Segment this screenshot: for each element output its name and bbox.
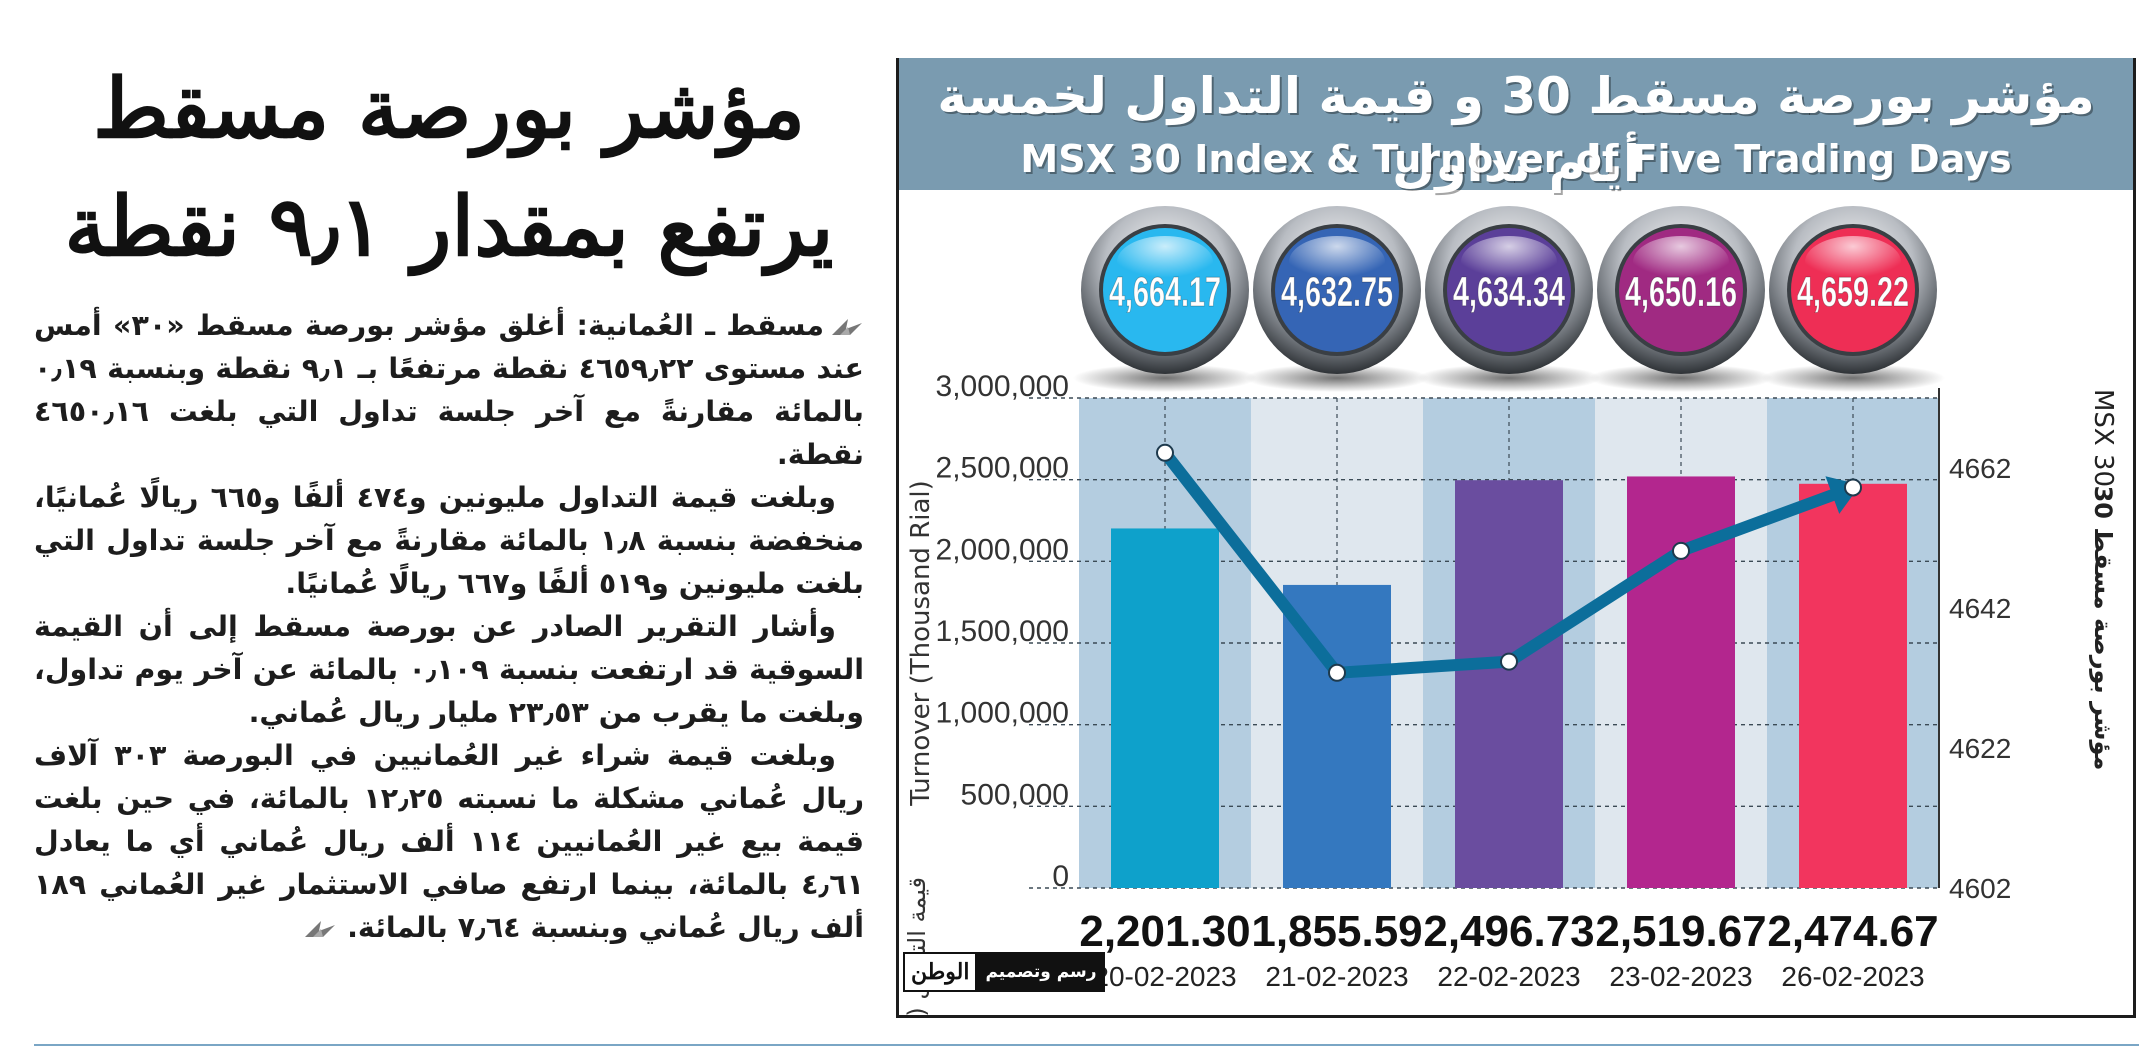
index-value-label: 4,659.22	[1797, 268, 1909, 315]
date-label: 26-02-2023	[1781, 961, 1924, 992]
right-axis-title-english: MSX 30	[2088, 389, 2118, 487]
circle-shadow	[1073, 364, 1257, 392]
index-point	[1500, 652, 1518, 671]
circle-shadow	[1589, 364, 1773, 392]
index-point	[1328, 663, 1346, 682]
article: مؤشر بورصة مسقط يرتفع بمقدار ٩٫١ نقطة مس…	[34, 50, 864, 1030]
turnover-value-label: 1,855.59	[1251, 907, 1422, 956]
left-tick-label: 0	[1052, 860, 1069, 893]
turnover-bar	[1111, 528, 1219, 888]
index-circle-shine	[1805, 236, 1901, 288]
circle-shadow	[1245, 364, 1429, 392]
left-tick-label: 2,000,000	[936, 533, 1069, 566]
left-tick-label: 500,000	[961, 778, 1069, 811]
index-value-label: 4,650.16	[1625, 268, 1737, 315]
chart-title-arabic: مؤشر بورصة مسقط 30 و قيمة التداول لخمسة …	[937, 67, 2095, 193]
index-point	[1844, 478, 1862, 497]
infographic: مؤشر بورصة مسقط 30 و قيمة التداول لخمسة …	[896, 58, 2136, 1018]
left-tick-label: 3,000,000	[936, 370, 1069, 403]
turnover-value-label: 2,474.67	[1767, 907, 1938, 956]
date-label: 21-02-2023	[1265, 961, 1408, 992]
article-paragraph: وبلغت قيمة شراء غير العُمانيين في البورص…	[34, 739, 865, 944]
left-tick-label: 1,500,000	[936, 615, 1069, 648]
date-label: 22-02-2023	[1437, 961, 1580, 992]
index-point	[1672, 541, 1690, 560]
date-label: 20-02-2023	[1093, 961, 1236, 992]
article-paragraph: وبلغت قيمة التداول مليونين و٤٧٤ ألفًا و٦…	[34, 481, 864, 600]
turnover-bar	[1455, 480, 1563, 888]
headline-line-2: يرتفع بمقدار ٩٫١ نقطة	[64, 179, 834, 275]
left-axis-title-english: Turnover (Thousand Rial)	[906, 480, 936, 807]
infographic-header: مؤشر بورصة مسقط 30 و قيمة التداول لخمسة …	[899, 58, 2133, 193]
turnover-value-label: 2,201.30	[1079, 907, 1250, 956]
date-label: 23-02-2023	[1609, 961, 1752, 992]
turnover-value-label: 2,496.73	[1423, 907, 1594, 956]
index-circles: 4,664.17 4,632.75 4,634.34 4,650.16 4,659.22	[1073, 206, 1945, 392]
right-tick-label: 4642	[1949, 593, 2011, 624]
circle-shadow	[1761, 364, 1945, 392]
right-axis: 4602 4622 4642 4662	[1949, 453, 2011, 904]
left-axis: 0 500,000 1,000,000 1,500,000 2,000,000 2,500…	[936, 370, 1069, 893]
index-point	[1156, 443, 1174, 462]
article-headline: مؤشر بورصة مسقط يرتفع بمقدار ٩٫١ نقطة	[34, 50, 864, 286]
right-axis-title-arabic: مؤشر بورصة مسقط 30	[2089, 486, 2117, 771]
axis-titles: Turnover (Thousand Rial) قيمة التداول (ري…	[903, 389, 2118, 1018]
bird-icon	[305, 921, 336, 937]
index-value-label: 4,634.34	[1453, 268, 1565, 315]
index-circle-shine	[1461, 236, 1557, 288]
left-axis-title-arabic: قيمة التداول (ريال)	[903, 877, 931, 1018]
bird-icon	[831, 319, 862, 335]
bar-labels: 2,201.30 20-02-2023 1,855.59 21-02-2023 2,49…	[1079, 907, 1938, 992]
chart-canvas: 4,664.17 4,632.75 4,634.34 4,650.16 4,659.22…	[903, 206, 2118, 1018]
left-tick-label: 2,500,000	[936, 452, 1069, 485]
right-tick-label: 4602	[1949, 873, 2011, 904]
headline-line-1: مؤشر بورصة مسقط	[92, 61, 806, 157]
right-tick-label: 4662	[1949, 453, 2011, 484]
article-paragraph: مسقط ـ العُمانية: أغلق مؤشر بورصة مسقط «…	[34, 309, 864, 471]
circle-shadow	[1417, 364, 1601, 392]
article-body: مسقط ـ العُمانية: أغلق مؤشر بورصة مسقط «…	[34, 304, 864, 949]
right-tick-label: 4622	[1949, 733, 2011, 764]
index-line	[1156, 443, 1862, 682]
turnover-bar	[1799, 483, 1907, 888]
turnover-value-label: 2,519.67	[1595, 907, 1766, 956]
page-divider	[34, 1044, 2139, 1046]
index-circle-shine	[1289, 236, 1385, 288]
left-tick-label: 1,000,000	[936, 697, 1069, 730]
index-circle-shine	[1117, 236, 1213, 288]
credit-badge: رسم وتصميم الوطن	[903, 952, 1105, 992]
index-value-label: 4,632.75	[1281, 268, 1393, 315]
chart-title-english: MSX 30 Index & Turnover of Five Trading …	[1020, 137, 2012, 181]
credit-label: رسم وتصميم	[977, 952, 1105, 992]
newspaper-logo: الوطن	[903, 952, 978, 992]
article-paragraph: وأشار التقرير الصادر عن بورصة مسقط إلى أ…	[34, 610, 864, 729]
index-circle-shine	[1633, 236, 1729, 288]
index-value-label: 4,664.17	[1109, 268, 1221, 315]
